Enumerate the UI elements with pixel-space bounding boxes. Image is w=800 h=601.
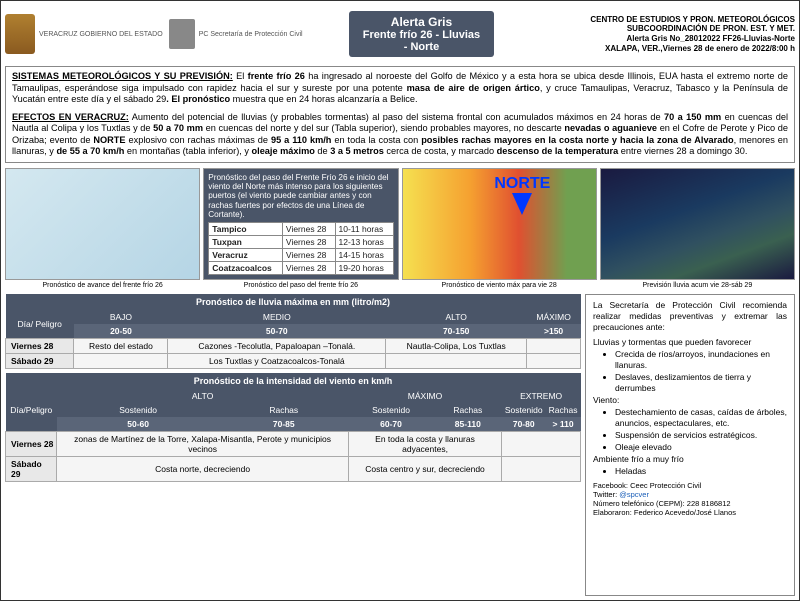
map-rain [600,168,795,280]
twitter-link[interactable]: @spcver [619,490,649,499]
recommendations: La Secretaría de Protección Civil recomi… [585,294,795,597]
header: VERACRUZ GOBIERNO DEL ESTADO PC Secretar… [5,5,795,63]
alert-title: Alerta Gris Frente frío 26 - Lluvias - N… [349,11,495,57]
map-wind: NORTE [402,168,597,280]
map-front-advance [5,168,200,280]
ports-panel: Pronóstico del paso del Frente Frío 26 e… [203,168,398,280]
header-meta: CENTRO DE ESTUDIOS Y PRON. METEOROLÓGICO… [590,15,795,53]
forecast-text: SISTEMAS METEOROLÓGICOS Y SU PREVISIÓN: … [5,66,795,163]
state-logo: VERACRUZ GOBIERNO DEL ESTADO [5,14,163,54]
maps-row: Pronóstico de avance del frente frío 26 … [5,168,795,289]
pc-logo: PC Secretaría de Protección Civil [169,19,303,49]
wind-table: Pronóstico de la intensidad del viento e… [5,373,581,482]
footer-contact: Facebook: Ceec Protección Civil Twitter:… [593,481,787,517]
rain-table: Pronóstico de lluvia máxima en mm (litro… [5,294,581,369]
